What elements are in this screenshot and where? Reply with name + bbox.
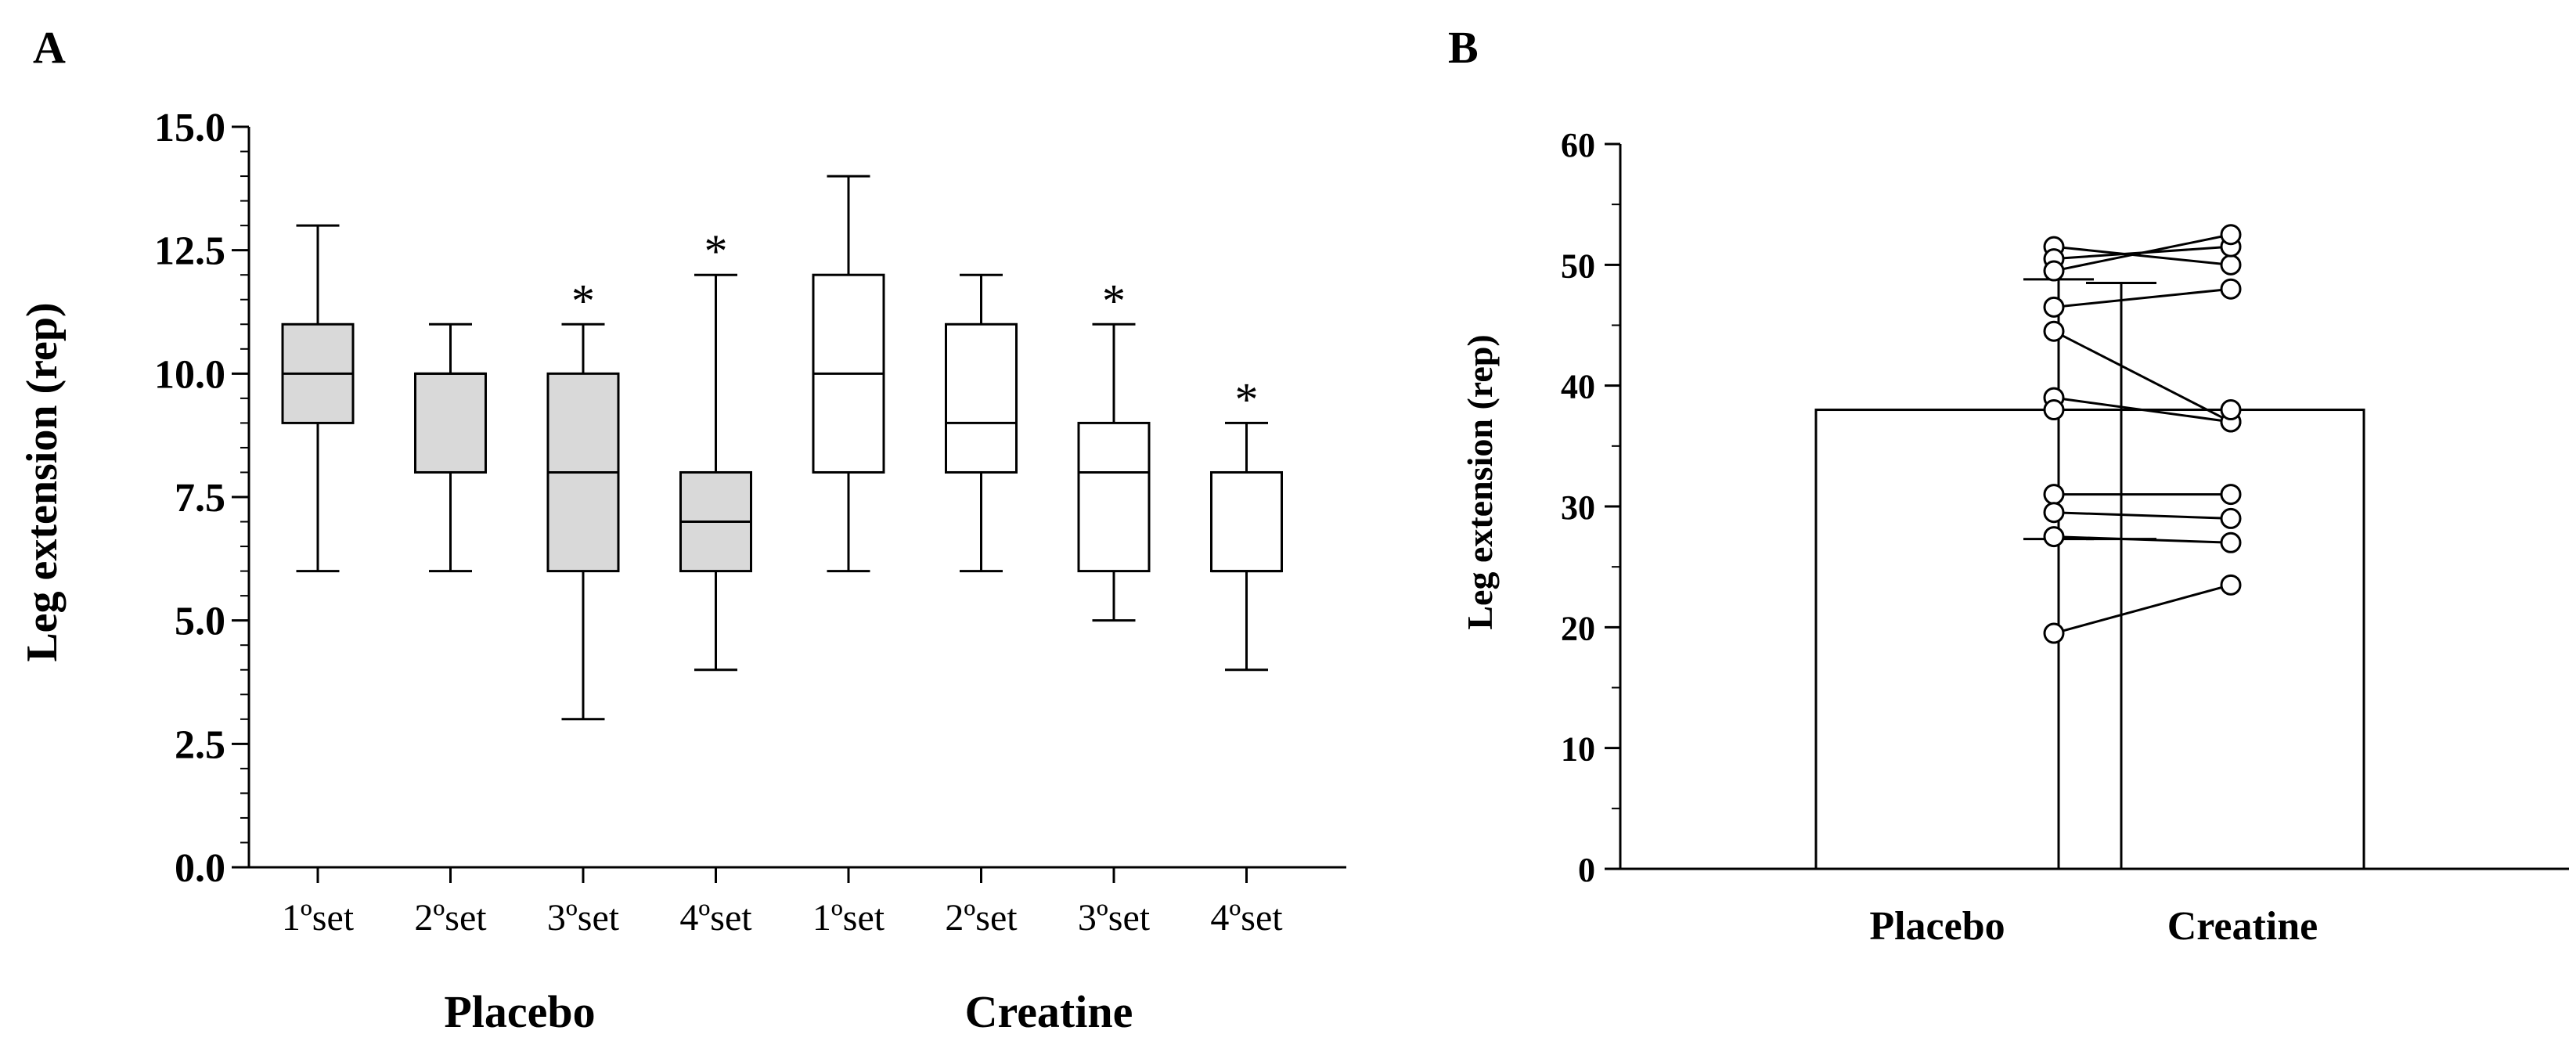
subject-point-creatine: [2220, 531, 2242, 553]
panel-a-group-label-creatine: Creatine: [965, 986, 1133, 1037]
panel-b-y-tick-label: 30: [1561, 488, 1595, 527]
panel-a-x-tick-label: 3ºset: [547, 897, 620, 939]
panel-a-y-tick-label: 7.5: [175, 476, 225, 521]
subject-point-creatine: [2220, 278, 2242, 300]
box-iqr: [1210, 470, 1283, 573]
subject-point-placebo: [2043, 260, 2065, 282]
significance-marker: *: [1235, 373, 1259, 425]
panel-a-y-tick-label: 10.0: [154, 352, 225, 397]
bar-creatine: [2120, 409, 2365, 870]
panel-a-x-tick-label: 3ºset: [1078, 897, 1151, 939]
subject-point-placebo: [2043, 399, 2065, 421]
subject-point-placebo: [2043, 622, 2065, 644]
panel-a-y-tick-label: 0.0: [175, 846, 225, 891]
panel-a-y-tick-label: 15.0: [154, 106, 225, 150]
panel-b-y-tick-label: 50: [1561, 247, 1595, 285]
panel-a-x-tick-label: 4ºset: [1210, 897, 1283, 939]
subject-line: [2053, 287, 2232, 308]
panel-b-y-tick-label: 20: [1561, 609, 1595, 647]
subject-point-creatine: [2220, 399, 2242, 421]
subject-point-creatine: [2220, 574, 2242, 596]
subject-point-creatine: [2220, 224, 2242, 246]
panel-a-x-tick-label: 4ºset: [679, 897, 752, 939]
panel-a-group-label-placebo: Placebo: [444, 986, 595, 1037]
subject-line: [2053, 583, 2232, 635]
panel-a-y-tick-label: 5.0: [175, 600, 225, 644]
box-iqr: [414, 372, 487, 474]
subject-line: [2053, 330, 2232, 423]
bar-placebo: [1814, 409, 2060, 870]
subject-point-placebo: [2043, 484, 2065, 506]
panel-b-y-tick-label: 0: [1578, 851, 1595, 889]
panel-b-x-tick-label: Placebo: [1869, 904, 2005, 949]
panel-a-x-tick-label: 2ºset: [414, 897, 487, 939]
subject-point-placebo: [2043, 526, 2065, 548]
panel-a-x-tick-label: 1ºset: [812, 897, 885, 939]
panel-a-x-tick-label: 1ºset: [282, 897, 355, 939]
subject-point-placebo: [2043, 502, 2065, 524]
subject-point-placebo: [2043, 296, 2065, 318]
panel-a-y-tick-label: 2.5: [175, 722, 225, 767]
panel-a-y-tick-label: 12.5: [154, 229, 225, 274]
subject-line: [2053, 245, 2232, 266]
panel-b-y-tick-label: 10: [1561, 730, 1595, 769]
panel-a-y-axis-label: Leg extension (rep): [18, 302, 67, 661]
subject-line: [2053, 535, 2232, 544]
subject-line: [2053, 233, 2232, 272]
subject-point-creatine: [2220, 254, 2242, 276]
panel-a-label: A: [33, 22, 66, 73]
subject-point-creatine: [2220, 507, 2242, 529]
panel-b-x-tick-label: Creatine: [2167, 904, 2318, 949]
subject-line: [2053, 511, 2232, 520]
panel-b-y-axis-label: Leg extension (rep): [1460, 334, 1500, 629]
panel-a: A Leg extension (rep) Placebo Creatine 0…: [18, 22, 1346, 1037]
subject-point-placebo: [2043, 320, 2065, 342]
panel-b: B Leg extension (rep) 0 10 20 30 40 50 60 Place…: [1448, 22, 2569, 949]
panel-b-y-tick-label: 60: [1561, 126, 1595, 164]
box-iqr: [1077, 421, 1151, 573]
significance-marker: *: [1102, 275, 1126, 326]
box-iqr: [945, 322, 1018, 474]
significance-marker: *: [704, 225, 728, 277]
subject-point-creatine: [2220, 484, 2242, 506]
panel-a-x-tick-label: 2ºset: [945, 897, 1018, 939]
panel-b-label: B: [1448, 22, 1479, 73]
panel-b-y-tick-label: 40: [1561, 368, 1595, 406]
significance-marker: *: [571, 275, 595, 326]
